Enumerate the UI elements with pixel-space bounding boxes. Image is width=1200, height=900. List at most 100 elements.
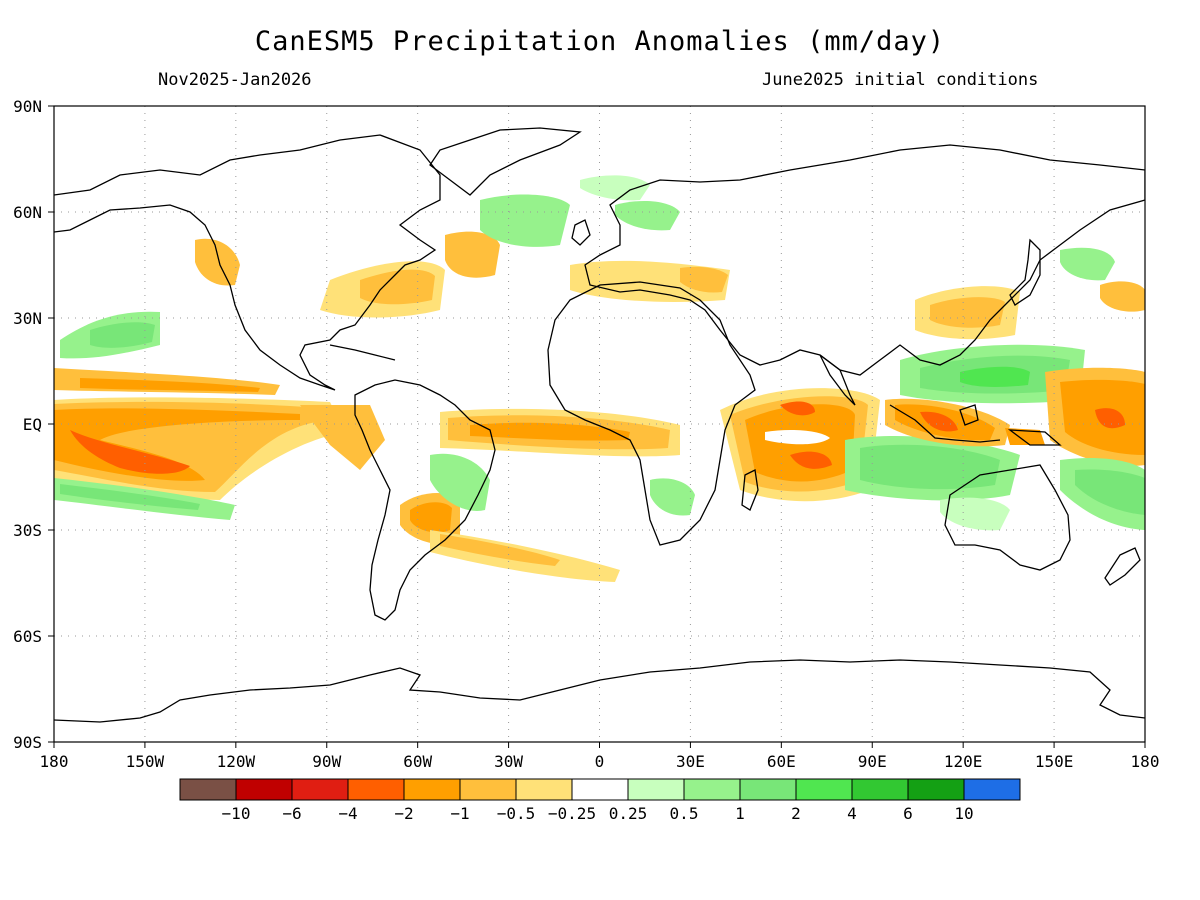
coast-new-zealand bbox=[1104, 547, 1141, 586]
colorbar-swatch bbox=[347, 778, 405, 801]
longitude-tick-label: 30W bbox=[494, 752, 523, 771]
anomaly-central-pacific-max bbox=[70, 430, 190, 474]
longitude-tick-label: 180 bbox=[40, 752, 69, 771]
anomaly-aus-west-wet bbox=[940, 497, 1010, 531]
anomaly-scandinavia-wet bbox=[615, 200, 680, 231]
coast-india bbox=[819, 354, 856, 406]
longitude-tick-label: 180 bbox=[1131, 752, 1160, 771]
coast-africa bbox=[547, 281, 756, 546]
anomaly-japan-wet bbox=[1060, 247, 1115, 281]
colorbar-swatch bbox=[851, 778, 909, 801]
coastlines bbox=[54, 127, 1145, 723]
anomaly-nw-pacific-dry bbox=[1100, 281, 1145, 312]
anomaly-field-layer bbox=[54, 175, 1145, 582]
colorbar-label: −0.5 bbox=[497, 804, 536, 823]
colorbar-labels: −10 −6 −4 −2 −1 −0.5 −0.25 0.25 0.5 1 2 4 6 10 bbox=[222, 804, 974, 823]
longitude-tick-label: 60E bbox=[767, 752, 796, 771]
anomaly-atlantic-band-core bbox=[470, 422, 630, 441]
anomaly-pacific-itcz-north-core bbox=[80, 378, 260, 392]
coast-antarctica bbox=[54, 659, 1145, 723]
anomaly-arctic-wet bbox=[580, 175, 650, 201]
anomaly-china-dry-core bbox=[930, 297, 1005, 328]
colorbar bbox=[179, 778, 1021, 801]
colorbar-swatch bbox=[179, 778, 237, 801]
colorbar-label: −1 bbox=[450, 804, 469, 823]
anomaly-new-guinea-dry bbox=[1005, 428, 1045, 445]
latitude-tick-label: 90N bbox=[13, 97, 42, 116]
colorbar-label: 1 bbox=[735, 804, 745, 823]
coast-north-america bbox=[54, 134, 441, 391]
colorbar-label: 0.25 bbox=[609, 804, 648, 823]
anomaly-scs-wet-max bbox=[960, 366, 1030, 387]
coast-madagascar bbox=[741, 469, 759, 511]
latitude-tick-label: 60S bbox=[13, 627, 42, 646]
longitude-tick-label: 90W bbox=[312, 752, 341, 771]
colorbar-label: −0.25 bbox=[548, 804, 596, 823]
colorbar-swatch bbox=[291, 778, 349, 801]
latitude-tick-label: 30S bbox=[13, 521, 42, 540]
longitude-tick-label: 0 bbox=[595, 752, 605, 771]
anomaly-north-pacific-wet-core bbox=[90, 322, 155, 348]
colorbar-label: 0.5 bbox=[670, 804, 699, 823]
latitude-tick-label: 30N bbox=[13, 309, 42, 328]
colorbar-label: −4 bbox=[338, 804, 357, 823]
colorbar-swatch bbox=[515, 778, 573, 801]
latitude-tick-label: 60N bbox=[13, 203, 42, 222]
page-title: CanESM5 Precipitation Anomalies (mm/day) bbox=[254, 26, 946, 57]
anomaly-north-atlantic-dry bbox=[445, 231, 500, 278]
colorbar-label: 10 bbox=[954, 804, 973, 823]
longitude-tick-label: 150E bbox=[1035, 752, 1074, 771]
anomaly-north-atlantic-wet bbox=[480, 194, 570, 247]
coast-eurasia bbox=[584, 144, 1145, 376]
colorbar-label: 4 bbox=[847, 804, 857, 823]
init-conditions-label: June2025 initial conditions bbox=[762, 70, 1039, 90]
colorbar-swatch bbox=[963, 778, 1021, 801]
colorbar-swatch bbox=[571, 778, 629, 801]
colorbar-swatch bbox=[235, 778, 293, 801]
season-label: Nov2025-Jan2026 bbox=[158, 70, 312, 90]
anomaly-east-africa-wet bbox=[650, 478, 695, 516]
latitude-tick-label: 90S bbox=[13, 733, 42, 752]
coast-australia bbox=[944, 464, 1071, 571]
coast-greenland bbox=[429, 127, 582, 196]
colorbar-label: −10 bbox=[222, 804, 251, 823]
colorbar-label: −6 bbox=[282, 804, 301, 823]
colorbar-swatch bbox=[403, 778, 461, 801]
coast-uk bbox=[571, 219, 591, 246]
anomaly-west-indian-hole bbox=[765, 430, 830, 445]
colorbar-swatch bbox=[683, 778, 741, 801]
longitude-labels: 180 150W 120W 90W 60W 30W 0 30E 60E 90E 120E 150E 18… bbox=[40, 742, 1160, 771]
colorbar-label: −2 bbox=[394, 804, 413, 823]
longitude-tick-label: 30E bbox=[676, 752, 705, 771]
colorbar-swatch bbox=[907, 778, 965, 801]
latitude-tick-label: EQ bbox=[23, 415, 42, 434]
anomaly-west-indian-max2 bbox=[790, 451, 832, 469]
latitude-labels: 90N 60N 30N EQ 30S 60S 90S bbox=[13, 97, 54, 752]
colorbar-swatch bbox=[795, 778, 853, 801]
anomaly-west-indian-max1 bbox=[780, 401, 815, 416]
coast-south-america bbox=[354, 379, 496, 621]
anomaly-west-pacific-max bbox=[1095, 408, 1125, 429]
colorbar-swatch bbox=[459, 778, 517, 801]
anomaly-east-pacific-dry bbox=[300, 405, 385, 470]
anomaly-east-indian-wet-core bbox=[860, 444, 1000, 490]
anomaly-se-south-america-dry-core bbox=[410, 502, 452, 533]
anomaly-sw-pacific-wet-core bbox=[1075, 469, 1145, 515]
longitude-tick-label: 90E bbox=[858, 752, 887, 771]
longitude-tick-label: 60W bbox=[403, 752, 432, 771]
coast-indonesia bbox=[889, 404, 1062, 446]
coast-japan bbox=[1009, 238, 1041, 306]
colorbar-swatch bbox=[627, 778, 685, 801]
anomaly-south-pacific-wet-core bbox=[60, 484, 200, 510]
anomaly-east-north-america-dry-core bbox=[360, 269, 435, 305]
colorbar-label: 2 bbox=[791, 804, 801, 823]
anomaly-maritime-dry-max bbox=[920, 411, 958, 432]
anomaly-west-coast-na-dry bbox=[195, 238, 240, 286]
anomaly-mediterranean-dry-core bbox=[680, 266, 728, 293]
anomaly-brazil-wet bbox=[430, 453, 490, 511]
coast-caribbean bbox=[329, 344, 396, 361]
longitude-tick-label: 120W bbox=[217, 752, 256, 771]
longitude-tick-label: 120E bbox=[944, 752, 983, 771]
colorbar-label: 6 bbox=[903, 804, 913, 823]
